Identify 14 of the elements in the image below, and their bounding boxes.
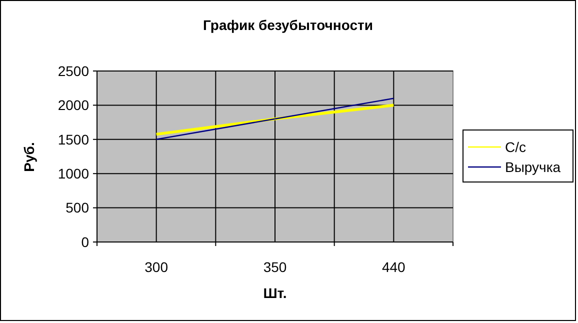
x-tick-label: 350 — [263, 259, 287, 275]
x-axis-title: Шт. — [263, 285, 287, 301]
y-tick-label: 2000 — [58, 97, 90, 114]
x-tick-label: 440 — [382, 259, 406, 275]
y-tick-label: 500 — [66, 200, 90, 216]
y-axis-title: Руб. — [21, 142, 37, 172]
y-tick-label: 2500 — [58, 62, 90, 79]
x-tick-label: 300 — [144, 259, 168, 275]
y-tick-label: 0 — [81, 234, 90, 250]
y-tick-label: 1000 — [58, 166, 90, 182]
y-tick-label: 1500 — [58, 131, 90, 148]
chart-title: График безубыточности — [202, 17, 374, 33]
legend-label: С/с — [505, 138, 526, 155]
legend-label: Выручка — [505, 158, 561, 175]
